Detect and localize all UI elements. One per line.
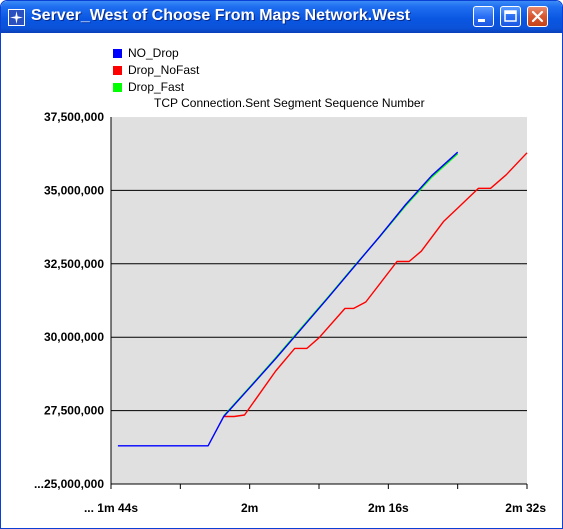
- legend-item-no-drop: NO_Drop: [113, 45, 199, 62]
- maximize-icon: [504, 10, 517, 22]
- y-tick-label: ...25,000,000: [34, 477, 104, 491]
- minimize-button[interactable]: [473, 6, 494, 27]
- series-line-drop-nofast: [223, 152, 528, 418]
- title-bar[interactable]: Server_West of Choose From Maps Network.…: [1, 1, 562, 33]
- series-line-no-drop: [117, 151, 459, 447]
- y-tick-label: 27,500,000: [44, 404, 104, 418]
- x-tick-label: 2m 16s: [368, 501, 409, 515]
- legend-swatch: [113, 66, 122, 75]
- legend-swatch: [113, 83, 122, 92]
- legend-label: Drop_NoFast: [128, 63, 200, 77]
- y-tick-label: 35,000,000: [44, 183, 104, 197]
- opnet-star-icon[interactable]: [8, 9, 25, 26]
- window-title: Server_West of Choose From Maps Network.…: [31, 7, 411, 24]
- legend-item-drop-nofast: Drop_NoFast: [113, 62, 199, 79]
- legend-label: Drop_Fast: [128, 80, 185, 94]
- y-tick-label: 32,500,000: [44, 257, 104, 271]
- plot-area: [111, 117, 527, 484]
- maximize-button[interactable]: [500, 6, 521, 27]
- close-button[interactable]: [527, 6, 548, 27]
- minimize-icon: [478, 19, 485, 22]
- close-icon: [531, 10, 544, 23]
- y-tick-label: 37,500,000: [44, 110, 104, 124]
- legend-swatch: [113, 49, 122, 58]
- legend-item-drop-fast: Drop_Fast: [113, 79, 199, 96]
- chart-title: TCP Connection.Sent Segment Sequence Num…: [154, 96, 425, 110]
- x-tick-label: 2m 32s: [505, 501, 546, 515]
- x-tick-label: ... 1m 44s: [84, 501, 138, 515]
- x-tick-label: 2m: [241, 501, 258, 515]
- legend-label: NO_Drop: [128, 46, 179, 60]
- y-tick-label: 30,000,000: [44, 330, 104, 344]
- chart-legend: NO_Drop Drop_NoFast Drop_Fast: [113, 45, 199, 96]
